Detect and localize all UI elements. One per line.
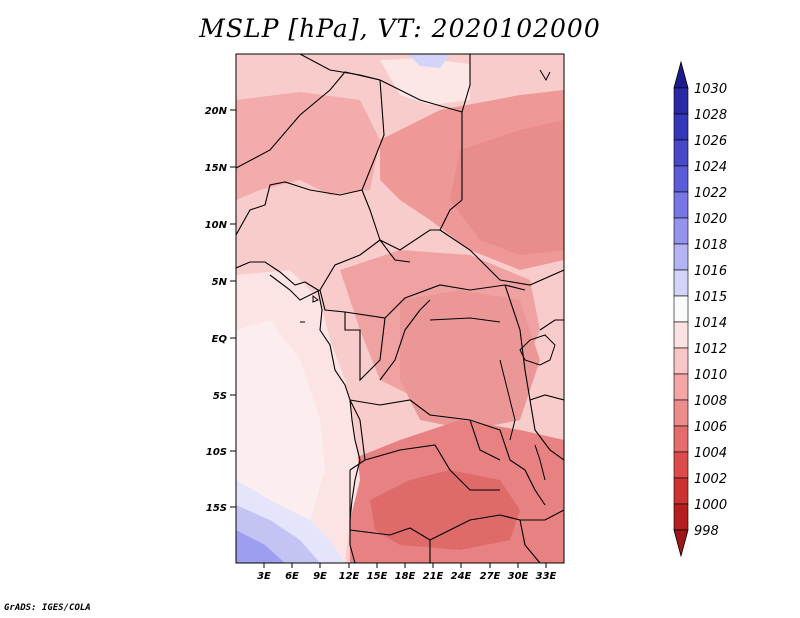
pressure-zone-east [450, 120, 564, 255]
lon-label-6e: 6E [285, 571, 299, 582]
colorbar-label: 1024 [694, 160, 727, 175]
colorbar-label: 1018 [694, 238, 727, 253]
pressure-zone-atlantic-1014 [236, 320, 325, 520]
pressure-zone-north [236, 92, 380, 200]
lon-label-9e: 9E [313, 571, 327, 582]
country-borders [236, 54, 564, 563]
colorbar-label: 1002 [694, 472, 727, 487]
colorbar-swatch [673, 399, 689, 427]
colorbar-swatch [673, 191, 689, 219]
lon-label-27e: 27E [480, 571, 501, 582]
colorbar-label: 1020 [694, 212, 727, 227]
colorbar-swatch [673, 373, 689, 401]
colorbar-swatch [673, 477, 689, 505]
lon-label-33e: 33E [536, 571, 557, 582]
colorbar-swatch [673, 113, 689, 141]
colorbar-swatch [673, 217, 689, 245]
colorbar-swatch [673, 139, 689, 167]
lat-label-5n: 5N [212, 277, 228, 288]
pressure-zone-high-1018 [236, 530, 285, 563]
colorbar-swatch [673, 243, 689, 271]
colorbar-swatch [673, 295, 689, 323]
colorbar-label: 1006 [694, 420, 727, 435]
colorbar-label: 1016 [694, 264, 727, 279]
colorbar: 1030 1028 1026 1024 1022 1020 1018 1016 1015 1014… [673, 60, 727, 558]
latitude-axis: 20N 15N 10N 5N EQ 5S 10S 15S [205, 106, 236, 514]
colorbar-swatch [673, 347, 689, 375]
map-panel [236, 54, 564, 563]
lat-label-15s: 15S [206, 503, 227, 514]
lat-label-15n: 15N [205, 163, 228, 174]
coastline [236, 261, 361, 563]
map-frame [235, 53, 565, 564]
colorbar-label: 1000 [694, 498, 727, 513]
colorbar-label: 1010 [694, 368, 727, 383]
colorbar-top-arrow [673, 60, 689, 89]
lat-label-10n: 10N [205, 220, 228, 231]
pressure-zone-congo [400, 290, 540, 430]
colorbar-label: 1008 [694, 394, 727, 409]
colorbar-swatch [673, 165, 689, 193]
longitude-axis: 3E 6E 9E 12E 15E 18E 21E 24E 27E 30E 33E [257, 563, 557, 582]
colorbar-label: 1030 [694, 82, 727, 97]
lon-label-12e: 12E [339, 571, 360, 582]
pressure-zone-north-light [380, 58, 470, 105]
colorbar-swatch [673, 451, 689, 479]
colorbar-bottom-arrow [673, 529, 689, 558]
colorbar-label: 1012 [694, 342, 727, 357]
colorbar-label: 1014 [694, 316, 727, 331]
colorbar-label: 1004 [694, 446, 727, 461]
lon-label-15e: 15E [367, 571, 388, 582]
lon-label-21e: 21E [423, 571, 444, 582]
chart-title: MSLP [hPa], VT: 2020102000 [199, 14, 601, 43]
pressure-zone-north-1015 [408, 54, 450, 68]
colorbar-label: 1015 [694, 290, 727, 305]
colorbar-label: 998 [694, 524, 719, 539]
lon-label-30e: 30E [508, 571, 529, 582]
lat-label-10s: 10S [206, 447, 227, 458]
lat-label-eq: EQ [212, 334, 228, 345]
colorbar-swatch [673, 425, 689, 453]
colorbar-label: 1026 [694, 134, 727, 149]
colorbar-label: 1022 [694, 186, 727, 201]
colorbar-swatch [673, 321, 689, 349]
lon-label-24e: 24E [451, 571, 472, 582]
grads-credit: GrADS: IGES/COLA [4, 603, 91, 613]
lon-label-18e: 18E [395, 571, 416, 582]
colorbar-swatch [673, 503, 689, 531]
colorbar-swatch [673, 87, 689, 115]
colorbar-label: 1028 [694, 108, 727, 123]
lakes [300, 69, 556, 481]
lat-label-5s: 5S [213, 391, 227, 402]
colorbar-swatch [673, 269, 689, 297]
lon-label-3e: 3E [257, 571, 271, 582]
lat-label-20n: 20N [205, 106, 228, 117]
